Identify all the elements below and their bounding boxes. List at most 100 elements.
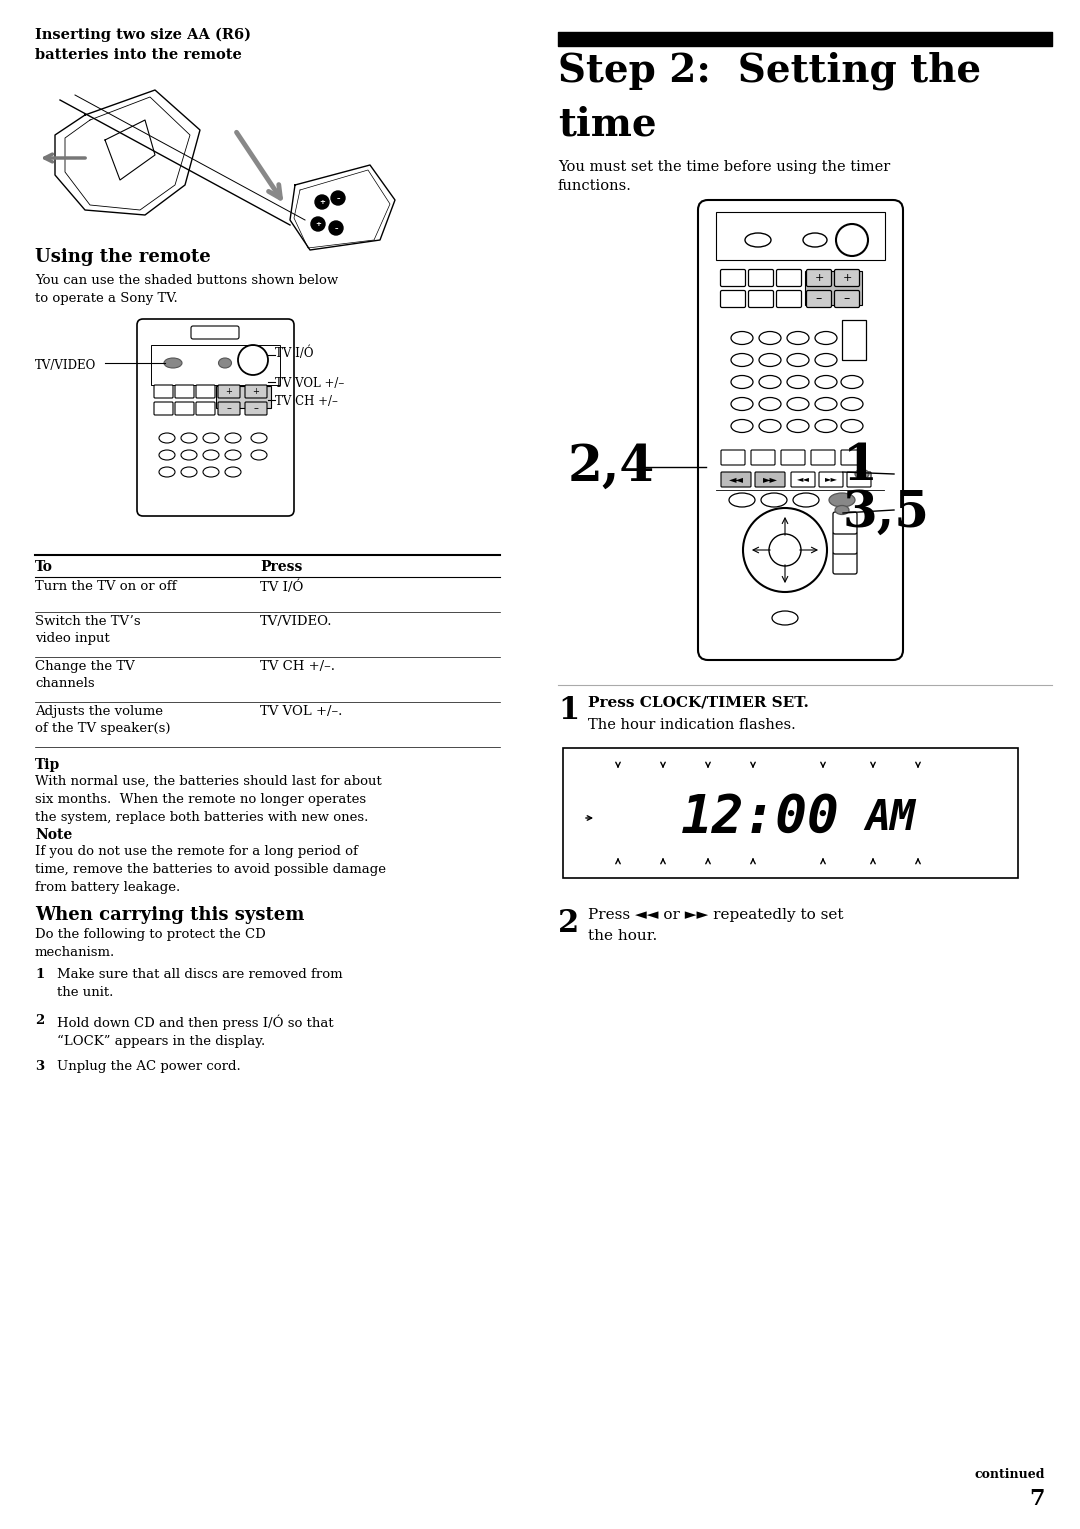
FancyBboxPatch shape bbox=[833, 552, 858, 573]
FancyBboxPatch shape bbox=[175, 385, 194, 398]
Ellipse shape bbox=[841, 419, 863, 433]
Text: Press ◄◄ or ►► repeatedly to set
the hour.: Press ◄◄ or ►► repeatedly to set the hou… bbox=[588, 908, 843, 942]
Text: You must set the time before using the timer
functions.: You must set the time before using the t… bbox=[558, 161, 890, 194]
Ellipse shape bbox=[225, 450, 241, 460]
Text: –: – bbox=[336, 196, 340, 200]
FancyBboxPatch shape bbox=[841, 450, 865, 465]
Text: TV CH +/–.: TV CH +/–. bbox=[260, 661, 335, 673]
Text: +: + bbox=[253, 387, 259, 396]
Text: Using the remote: Using the remote bbox=[35, 248, 211, 266]
FancyBboxPatch shape bbox=[720, 291, 745, 307]
FancyBboxPatch shape bbox=[835, 291, 860, 307]
Text: When carrying this system: When carrying this system bbox=[35, 907, 305, 924]
Ellipse shape bbox=[164, 358, 183, 368]
Text: ◄◄: ◄◄ bbox=[729, 474, 743, 485]
FancyBboxPatch shape bbox=[781, 450, 805, 465]
Ellipse shape bbox=[793, 492, 819, 508]
FancyBboxPatch shape bbox=[748, 291, 773, 307]
Bar bbox=[151, 346, 280, 385]
Text: –: – bbox=[334, 225, 338, 231]
Text: 2: 2 bbox=[35, 1014, 44, 1027]
Ellipse shape bbox=[841, 398, 863, 410]
Ellipse shape bbox=[761, 492, 787, 508]
Ellipse shape bbox=[218, 358, 231, 368]
Ellipse shape bbox=[841, 376, 863, 388]
Text: +: + bbox=[814, 274, 824, 283]
Ellipse shape bbox=[225, 433, 241, 443]
Ellipse shape bbox=[203, 466, 219, 477]
Ellipse shape bbox=[203, 433, 219, 443]
Text: continued: continued bbox=[974, 1468, 1045, 1482]
Ellipse shape bbox=[835, 506, 849, 514]
Ellipse shape bbox=[251, 433, 267, 443]
Ellipse shape bbox=[815, 353, 837, 367]
Text: Turn the TV on or off: Turn the TV on or off bbox=[35, 579, 176, 593]
Ellipse shape bbox=[159, 450, 175, 460]
Text: 7: 7 bbox=[1029, 1488, 1045, 1511]
Text: TV/VIDEO.: TV/VIDEO. bbox=[260, 615, 333, 628]
Text: 1: 1 bbox=[35, 968, 44, 982]
Text: Unplug the AC power cord.: Unplug the AC power cord. bbox=[57, 1060, 241, 1073]
Ellipse shape bbox=[731, 353, 753, 367]
Circle shape bbox=[311, 217, 325, 231]
Text: +: + bbox=[319, 199, 325, 205]
FancyBboxPatch shape bbox=[720, 269, 745, 286]
FancyBboxPatch shape bbox=[833, 512, 858, 534]
Ellipse shape bbox=[759, 332, 781, 344]
Text: Press: Press bbox=[260, 560, 302, 573]
FancyBboxPatch shape bbox=[175, 402, 194, 414]
Ellipse shape bbox=[855, 469, 869, 479]
Ellipse shape bbox=[815, 332, 837, 344]
FancyBboxPatch shape bbox=[721, 450, 745, 465]
Text: Press CLOCK/TIMER SET.: Press CLOCK/TIMER SET. bbox=[588, 696, 809, 709]
Text: +: + bbox=[226, 387, 232, 396]
Text: TV I/Ó: TV I/Ó bbox=[260, 579, 303, 593]
FancyBboxPatch shape bbox=[218, 385, 240, 398]
Text: 12:00: 12:00 bbox=[680, 792, 839, 844]
Text: 1: 1 bbox=[843, 442, 878, 491]
Ellipse shape bbox=[815, 398, 837, 410]
Text: TV VOL +/–.: TV VOL +/–. bbox=[260, 705, 342, 719]
Text: TV I/Ó: TV I/Ó bbox=[275, 347, 313, 361]
Text: time: time bbox=[558, 106, 657, 144]
Text: Hold down CD and then press I/Ó so that
“LOCK” appears in the display.: Hold down CD and then press I/Ó so that … bbox=[57, 1014, 334, 1047]
Ellipse shape bbox=[181, 466, 197, 477]
FancyBboxPatch shape bbox=[154, 385, 173, 398]
Text: Adjusts the volume
of the TV speaker(s): Adjusts the volume of the TV speaker(s) bbox=[35, 705, 171, 735]
Circle shape bbox=[315, 196, 329, 209]
Ellipse shape bbox=[759, 419, 781, 433]
Bar bbox=[563, 748, 1018, 878]
Text: If you do not use the remote for a long period of
time, remove the batteries to : If you do not use the remote for a long … bbox=[35, 846, 386, 894]
Ellipse shape bbox=[787, 419, 809, 433]
Text: Make sure that all discs are removed from
the unit.: Make sure that all discs are removed fro… bbox=[57, 968, 342, 998]
FancyBboxPatch shape bbox=[137, 320, 294, 515]
Ellipse shape bbox=[759, 376, 781, 388]
Text: Change the TV
channels: Change the TV channels bbox=[35, 661, 135, 690]
Text: Tip: Tip bbox=[35, 758, 60, 772]
Ellipse shape bbox=[772, 612, 798, 625]
Ellipse shape bbox=[829, 492, 855, 508]
FancyBboxPatch shape bbox=[721, 472, 751, 488]
Ellipse shape bbox=[729, 492, 755, 508]
FancyBboxPatch shape bbox=[195, 385, 215, 398]
Ellipse shape bbox=[181, 433, 197, 443]
Text: ►►: ►► bbox=[824, 474, 837, 483]
Ellipse shape bbox=[731, 419, 753, 433]
Circle shape bbox=[330, 191, 345, 205]
Bar bbox=[716, 213, 885, 260]
Text: –: – bbox=[254, 404, 258, 413]
Ellipse shape bbox=[251, 450, 267, 460]
Text: +: + bbox=[315, 222, 321, 226]
Ellipse shape bbox=[745, 232, 771, 248]
Text: To: To bbox=[35, 560, 53, 573]
Ellipse shape bbox=[159, 466, 175, 477]
Bar bbox=[805, 271, 862, 304]
Text: TV VOL +/–: TV VOL +/– bbox=[275, 378, 345, 390]
Ellipse shape bbox=[731, 332, 753, 344]
Ellipse shape bbox=[787, 353, 809, 367]
Text: The hour indication flashes.: The hour indication flashes. bbox=[588, 719, 796, 732]
Text: 2: 2 bbox=[558, 908, 579, 939]
Text: ◄◄: ◄◄ bbox=[797, 474, 810, 483]
Text: TV CH +/–: TV CH +/– bbox=[275, 394, 338, 408]
FancyBboxPatch shape bbox=[777, 291, 801, 307]
